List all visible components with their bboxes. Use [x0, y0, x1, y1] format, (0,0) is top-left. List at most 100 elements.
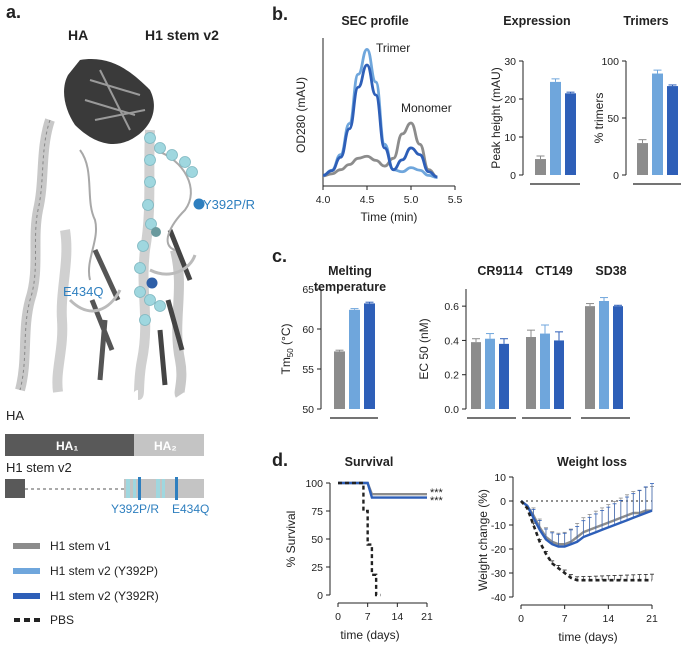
bar: [349, 309, 360, 409]
bar: [652, 73, 663, 175]
y-tick-label: 0: [510, 170, 516, 182]
y-tick-label: 0: [500, 496, 506, 508]
bar-stem-e434: [175, 477, 178, 500]
bar: [499, 343, 509, 409]
bar-mut-y392-label: Y392P/R: [111, 502, 159, 516]
x-tick-label: 0: [335, 611, 341, 623]
bead: [144, 176, 156, 188]
bar: [613, 306, 623, 409]
panel-label-b: b.: [272, 4, 288, 24]
sec-chart: 4.0 4.5 5.0 5.5 SEC profile Time (min) OD280 (…: [294, 14, 462, 224]
bead: [166, 149, 178, 161]
bead: [144, 154, 156, 166]
x-tick-label: 5.5: [448, 194, 463, 206]
series-line: [520, 500, 653, 548]
chart-title: Survival: [345, 455, 394, 469]
bead: [134, 262, 146, 274]
bar: [637, 143, 648, 175]
mut-y392-label: Y392P/R: [203, 197, 255, 212]
bar: [471, 342, 481, 409]
bar: [667, 86, 678, 175]
bar-stem-mark: [156, 479, 160, 498]
y-tick-label: 75: [311, 506, 323, 518]
y-tick-label: 0.0: [444, 404, 459, 416]
weight-chart: 10 0 -10 -20 -30 -40 0 7 14 21 Weight loss time (da…: [476, 455, 658, 644]
x-tick-label: 4.5: [360, 194, 375, 206]
bar-ha1: [5, 434, 134, 456]
y-tick-label: 50: [311, 534, 323, 546]
y-tick-label: 20: [504, 94, 516, 106]
y-tick-label: 10: [504, 132, 516, 144]
bar: [565, 93, 576, 175]
legend-swatch: [13, 593, 40, 599]
bead: [154, 300, 166, 312]
chart-title: Expression: [503, 14, 570, 28]
series-line: [322, 121, 438, 179]
stem-structure: [133, 129, 197, 400]
y-tick-label: 100: [305, 478, 323, 490]
bar-ha-label: HA: [6, 408, 24, 423]
ec50-chart: 0.0 0.2 0.4 0.6 EC 50 (nM) CR9114 CT149 SD38: [417, 264, 630, 419]
y-tick-label: 0.4: [444, 335, 459, 347]
legend-swatch: [13, 568, 40, 574]
chart-title: temperature: [314, 280, 386, 294]
y-tick-label: 0.6: [444, 301, 459, 313]
bead: [186, 166, 198, 178]
bar: [540, 333, 550, 409]
series-line: [520, 500, 652, 582]
series-line: [338, 481, 427, 496]
bead: [179, 156, 191, 168]
y-axis-label: % Survival: [284, 511, 298, 568]
bar-ha2-label: HA₂: [154, 439, 177, 453]
x-tick-label: 5.0: [404, 194, 419, 206]
legend-label: PBS: [50, 613, 74, 627]
y-tick-label: 65: [302, 284, 314, 296]
bar: [535, 159, 546, 175]
legend-swatch: [13, 543, 40, 549]
y-tick-label: 25: [311, 562, 323, 574]
significance-mark: ***: [430, 495, 444, 507]
x-tick-label: 0: [518, 613, 524, 625]
bead: [151, 227, 161, 237]
bead: [142, 199, 154, 211]
y-tick-label: -20: [491, 544, 506, 556]
bar-stem-mark: [133, 479, 136, 498]
bead: [154, 142, 166, 154]
annotation-monomer: Monomer: [401, 101, 452, 115]
panel-label-a: a.: [6, 2, 21, 22]
chart-title: SEC profile: [341, 14, 408, 28]
bar-stem-y392: [138, 477, 141, 500]
bar: [334, 351, 345, 409]
bar: [550, 81, 561, 175]
y-tick-label: 100: [601, 56, 619, 68]
annotation-trimer: Trimer: [376, 41, 410, 55]
bar: [599, 301, 609, 409]
survival-chart: 0 25 50 75 100 0 7 14 21 Survival time (days) % Sur…: [284, 455, 444, 642]
y-axis-label: % trimers: [592, 93, 606, 144]
panel-label-d: d.: [272, 450, 288, 470]
y-axis-label: OD280 (mAU): [294, 77, 308, 153]
x-axis-label: Time (min): [361, 210, 418, 224]
y-tick-label: 10: [494, 472, 506, 484]
y-tick-label: -10: [491, 520, 506, 532]
ha-title: HA: [68, 27, 88, 43]
x-axis-label: time (days): [340, 628, 399, 642]
bead: [139, 314, 151, 326]
bar-stem-mark: [162, 479, 165, 498]
expression-chart: 0 10 20 30 Expression Peak height (mAU): [489, 14, 580, 185]
bar-stem-mark: [126, 479, 130, 498]
y-axis-label: EC 50 (nM): [417, 318, 431, 379]
y-tick-label: -40: [491, 592, 506, 604]
bar: [554, 340, 564, 409]
group-title: CT149: [535, 264, 573, 278]
y-axis-label: Peak height (mAU): [489, 67, 503, 168]
x-tick-label: 21: [646, 613, 658, 625]
group-title: SD38: [595, 264, 626, 278]
e434-bead: [146, 277, 158, 289]
x-tick-label: 7: [562, 613, 568, 625]
legend-label: H1 stem v2 (Y392R): [50, 589, 159, 603]
y-axis-label: Weight change (%): [476, 489, 490, 591]
panel-label-c: c.: [272, 246, 287, 266]
chart-title: Trimers: [623, 14, 668, 28]
x-tick-label: 14: [391, 611, 403, 623]
